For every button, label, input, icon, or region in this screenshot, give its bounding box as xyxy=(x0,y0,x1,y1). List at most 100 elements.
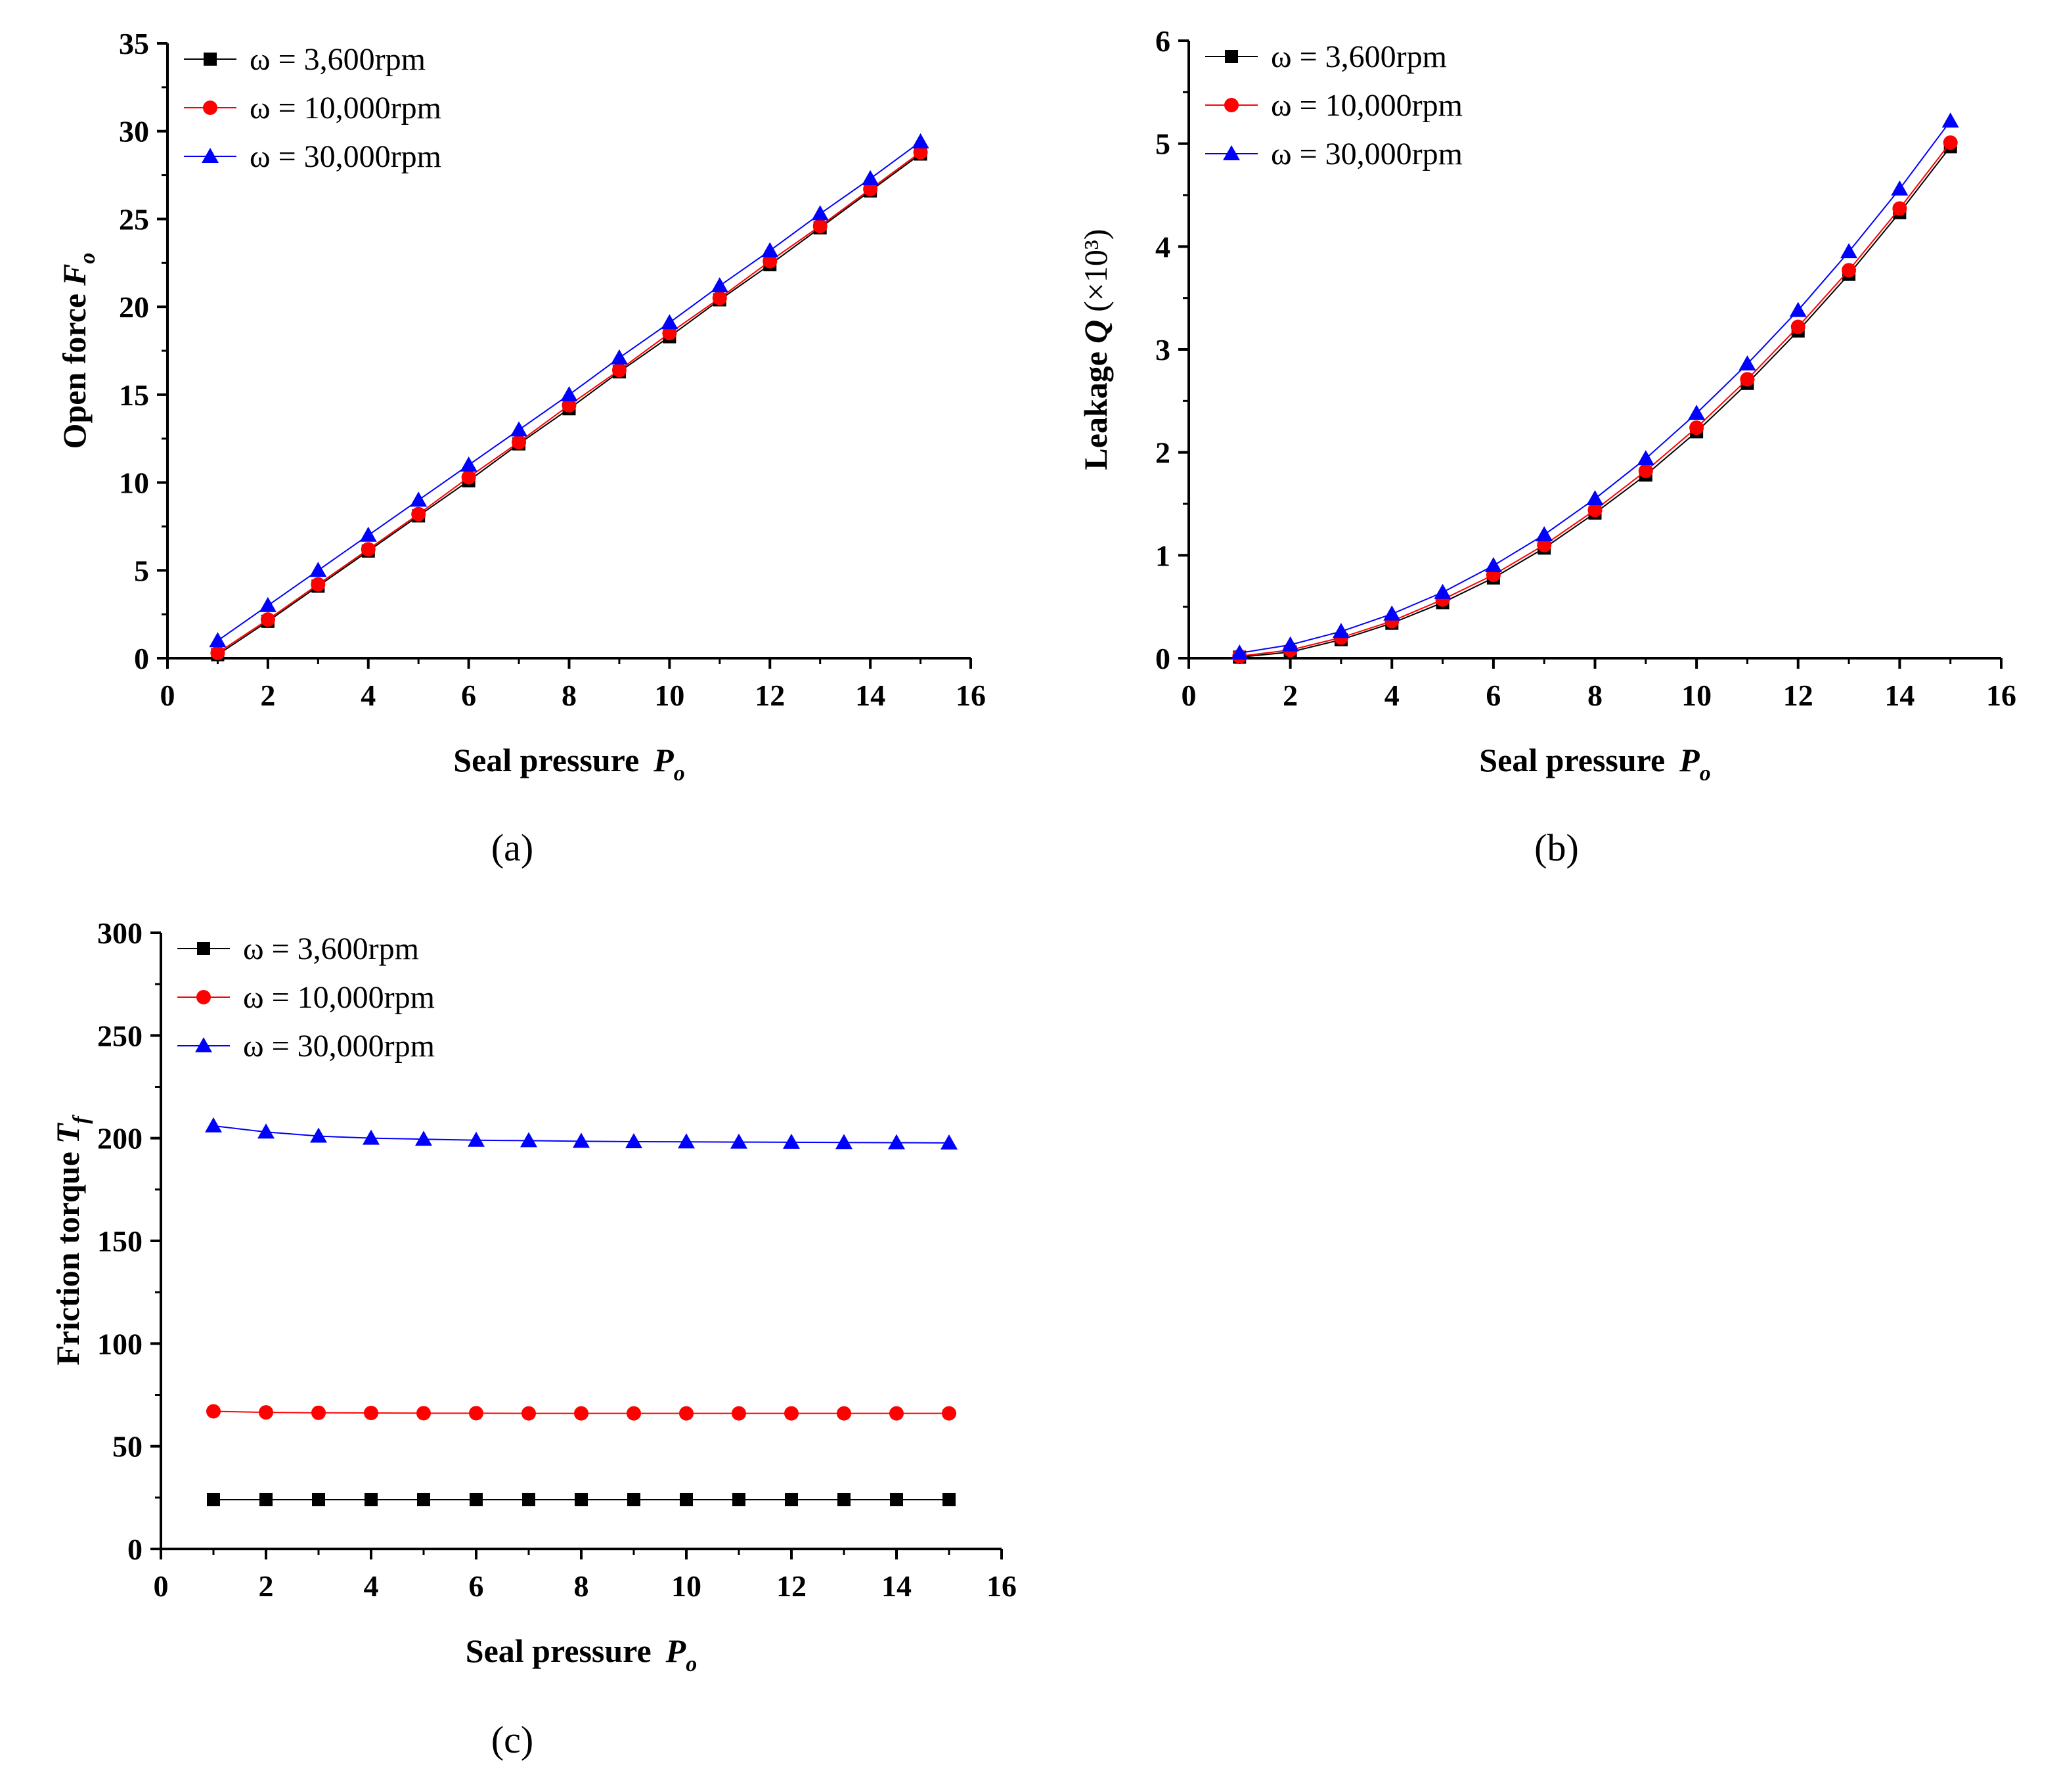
data-point xyxy=(311,1405,326,1420)
data-point xyxy=(1891,180,1909,196)
data-point xyxy=(259,1405,273,1420)
legend-marker xyxy=(203,101,217,115)
data-point xyxy=(1892,201,1907,216)
data-point xyxy=(365,1492,378,1506)
y-tick-label: 3 xyxy=(1155,333,1170,367)
data-point xyxy=(837,1492,851,1506)
data-point xyxy=(627,1406,641,1421)
legend-marker xyxy=(1223,145,1240,160)
series-2 xyxy=(1231,112,1959,660)
data-point xyxy=(1281,636,1299,652)
data-point xyxy=(205,1117,222,1132)
data-point xyxy=(913,145,928,160)
y-tick-label: 300 xyxy=(97,916,143,950)
data-point xyxy=(730,1133,747,1149)
data-point xyxy=(259,1492,273,1506)
series-1 xyxy=(206,1404,956,1421)
data-point xyxy=(837,1406,851,1421)
data-point xyxy=(361,542,376,557)
y-tick-label: 200 xyxy=(97,1122,143,1155)
x-tick-label: 14 xyxy=(1884,679,1915,712)
data-point xyxy=(468,1131,485,1147)
legend-marker xyxy=(196,990,211,1004)
y-tick-label: 0 xyxy=(1155,642,1170,675)
x-tick-label: 14 xyxy=(881,1569,912,1603)
data-point xyxy=(415,1131,432,1146)
data-point xyxy=(470,1492,483,1506)
data-point xyxy=(625,1132,642,1148)
y-tick-label: 0 xyxy=(134,642,149,675)
y-tick-label: 50 xyxy=(112,1430,143,1464)
data-point xyxy=(1332,623,1350,638)
data-point xyxy=(1637,450,1654,466)
legend-entry: ω = 3,600rpm xyxy=(250,42,426,77)
data-point xyxy=(512,435,527,450)
x-axis-label-text: Seal pressure xyxy=(466,1632,652,1669)
y-tick-label: 35 xyxy=(119,27,149,60)
y-axis-label: Friction torque Tf xyxy=(49,1114,93,1366)
x-axis-label-subscript: o xyxy=(686,1652,697,1676)
x-tick-label: 6 xyxy=(1486,679,1501,712)
data-point xyxy=(206,1404,221,1419)
y-tick-label: 5 xyxy=(134,554,149,587)
x-axis-label-subscript: o xyxy=(1700,761,1711,786)
data-point xyxy=(662,326,677,341)
y-axis-label-symbol: Q xyxy=(1077,320,1114,344)
y-tick-label: 0 xyxy=(127,1533,143,1566)
x-tick-label: 12 xyxy=(1783,679,1813,712)
x-tick-label: 12 xyxy=(776,1569,807,1603)
data-point xyxy=(812,219,828,234)
series-2 xyxy=(205,1117,958,1150)
x-tick-label: 10 xyxy=(654,679,684,712)
data-point xyxy=(1689,420,1704,436)
data-point xyxy=(575,1492,588,1506)
panel-c: 0 2 4 6 8 10 12 14 16 0 50 100 150 200 250 300 Seal pres… xyxy=(49,916,1017,1761)
x-axis-label-text: Seal pressure xyxy=(1479,742,1665,778)
data-point xyxy=(560,386,578,401)
x-axis-label-symbol: P xyxy=(1679,742,1700,778)
x-tick-label: 16 xyxy=(1986,679,2016,712)
y-tick-label: 2 xyxy=(1155,436,1170,470)
data-point xyxy=(312,1492,325,1506)
x-tick-label: 0 xyxy=(160,679,175,712)
legend-entry: ω = 10,000rpm xyxy=(250,91,441,125)
data-point xyxy=(942,1406,956,1421)
data-point xyxy=(359,526,377,542)
data-point xyxy=(862,169,879,185)
legend: ω = 3,600rpm ω = 10,000rpm ω = 30,000rpm xyxy=(184,42,441,174)
x-axis-label-text: Seal pressure xyxy=(453,742,639,778)
data-point xyxy=(1688,405,1706,420)
legend-entry: ω = 30,000rpm xyxy=(243,1029,435,1064)
data-point xyxy=(890,1492,903,1506)
data-point xyxy=(1943,135,1958,150)
data-point xyxy=(416,1406,431,1421)
data-point xyxy=(207,1492,220,1506)
data-point xyxy=(680,1492,693,1506)
data-point xyxy=(574,1406,588,1421)
y-tick-label: 150 xyxy=(97,1224,143,1258)
data-point xyxy=(1840,243,1858,259)
y-axis-label-symbol: F xyxy=(56,264,93,286)
data-point xyxy=(912,133,929,148)
legend-marker xyxy=(1225,50,1238,63)
series-2 xyxy=(209,133,929,648)
data-point xyxy=(363,1129,380,1145)
x-axis-label-subscript: o xyxy=(674,761,685,786)
data-point xyxy=(1383,605,1401,621)
x-tick-label: 14 xyxy=(855,679,885,712)
data-point xyxy=(1231,644,1249,660)
y-tick-label: 5 xyxy=(1155,127,1170,161)
data-point xyxy=(209,632,227,648)
data-point xyxy=(1789,302,1807,317)
data-point xyxy=(259,596,277,612)
x-axis-label: Seal pressure Po xyxy=(466,1632,697,1676)
data-point xyxy=(364,1406,378,1421)
data-point xyxy=(1790,319,1805,334)
data-point xyxy=(260,612,275,627)
x-tick-label: 4 xyxy=(361,679,376,712)
x-tick-label: 8 xyxy=(562,679,577,712)
data-point xyxy=(562,397,577,413)
data-point xyxy=(573,1132,590,1148)
